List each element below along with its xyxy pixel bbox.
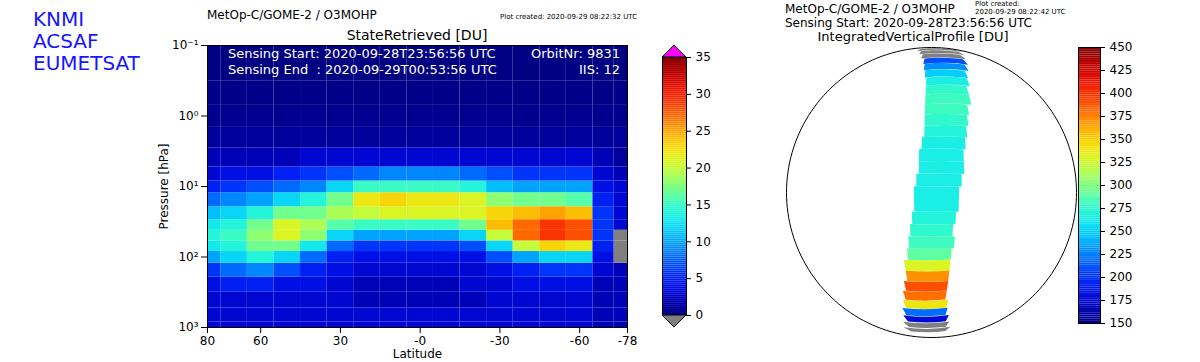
svg-text:-78: -78: [618, 334, 638, 348]
html-text:Sensing End : 2020-09-29T00:53: Sensing End : 2020-09-29T00:53:56 UTC: [228, 62, 497, 77]
svg-text:20: 20: [696, 161, 711, 175]
svg-text:425: 425: [1110, 63, 1133, 77]
html-text:Sensing Start: 2020-09-28T23:5: Sensing Start: 2020-09-28T23:56:56 UTC: [785, 16, 1032, 30]
svg-text:0: 0: [696, 308, 704, 322]
html-text:IIS: 12: IIS: 12: [579, 62, 620, 77]
svg-text:150: 150: [1110, 316, 1133, 330]
svg-text:350: 350: [1110, 132, 1133, 146]
svg-text:60: 60: [253, 334, 268, 348]
svg-text:5: 5: [696, 271, 704, 285]
html-text:IntegratedVerticalProfile [DU]: IntegratedVerticalProfile [DU]: [817, 29, 1009, 44]
html-text:KNMI: KNMI: [33, 7, 85, 31]
svg-text:375: 375: [1110, 109, 1133, 123]
svg-text:200: 200: [1110, 270, 1133, 284]
svg-text:10¹: 10¹: [178, 179, 198, 193]
svg-text:450: 450: [1110, 40, 1133, 54]
svg-text:275: 275: [1110, 201, 1133, 215]
svg-text:300: 300: [1110, 178, 1133, 192]
svg-text:325: 325: [1110, 155, 1133, 169]
html-text:2020-09-29 08:22:42 UTC: 2020-09-29 08:22:42 UTC: [975, 8, 1066, 16]
html-text:Plot created: 2020-09-29 08:22: Plot created: 2020-09-29 08:22:32 UTC: [500, 13, 638, 21]
svg-text:35: 35: [696, 50, 711, 64]
svg-text:-0: -0: [414, 334, 427, 348]
svg-text:80: 80: [200, 334, 215, 348]
svg-text:-30: -30: [490, 334, 510, 348]
svg-text:30: 30: [333, 334, 348, 348]
svg-text:10⁻¹: 10⁻¹: [172, 38, 199, 52]
html-text:OrbitNr: 9831: OrbitNr: 9831: [531, 46, 620, 61]
svg-text:250: 250: [1110, 224, 1133, 238]
svg-text:15: 15: [696, 198, 711, 212]
html-text:EUMETSAT: EUMETSAT: [33, 51, 140, 75]
svg-text:10³: 10³: [178, 320, 198, 334]
svg-text:225: 225: [1110, 247, 1133, 261]
html-text:ACSAF: ACSAF: [33, 29, 99, 53]
svg-text:30: 30: [696, 87, 711, 101]
svg-text:400: 400: [1110, 86, 1133, 100]
svg-text:Latitude: Latitude: [393, 347, 442, 361]
svg-text:10: 10: [696, 235, 711, 249]
html-text:Sensing Start: 2020-09-28T23:5: Sensing Start: 2020-09-28T23:56:56 UTC: [228, 46, 496, 61]
svg-text:Pressure [hPa]: Pressure [hPa]: [157, 143, 171, 229]
svg-text:10⁰: 10⁰: [178, 109, 198, 123]
html-text:Plot created:: Plot created:: [975, 0, 1020, 8]
svg-text:-60: -60: [570, 334, 590, 348]
html-text:MetOp-C/GOME-2 / O3MOHP: MetOp-C/GOME-2 / O3MOHP: [207, 8, 377, 22]
svg-text:175: 175: [1110, 293, 1133, 307]
html-text:MetOp-C/GOME-2 / O3MOHP: MetOp-C/GOME-2 / O3MOHP: [785, 2, 955, 16]
svg-text:25: 25: [696, 124, 711, 138]
svg-text:10²: 10²: [178, 250, 198, 264]
html-text:StateRetrieved [DU]: StateRetrieved [DU]: [346, 27, 488, 43]
